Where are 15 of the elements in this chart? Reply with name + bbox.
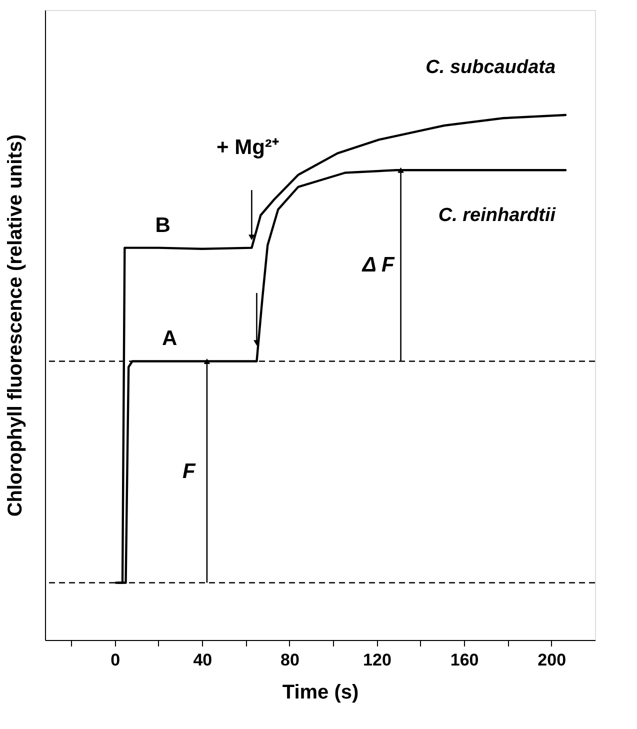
annotation: Δ F	[361, 254, 396, 277]
annotation: B	[155, 214, 170, 237]
y-axis-title: Chlorophyll fluorescence (relative units)	[4, 134, 26, 517]
series-label: C. reinhardtii	[438, 205, 556, 226]
x-tick-label: 80	[280, 650, 300, 670]
series-label: C. subcaudata	[426, 57, 556, 78]
x-tick-label: 40	[193, 650, 212, 670]
x-tick-label: 160	[450, 650, 479, 670]
annotation: F	[182, 460, 197, 483]
x-tick-label: 0	[110, 650, 120, 670]
x-tick-label: 120	[363, 650, 392, 670]
x-axis-title: Time (s)	[282, 682, 359, 704]
annotation: + Mg²⁺	[216, 136, 279, 159]
x-tick-label: 200	[538, 650, 566, 670]
annotation: A	[162, 327, 178, 350]
